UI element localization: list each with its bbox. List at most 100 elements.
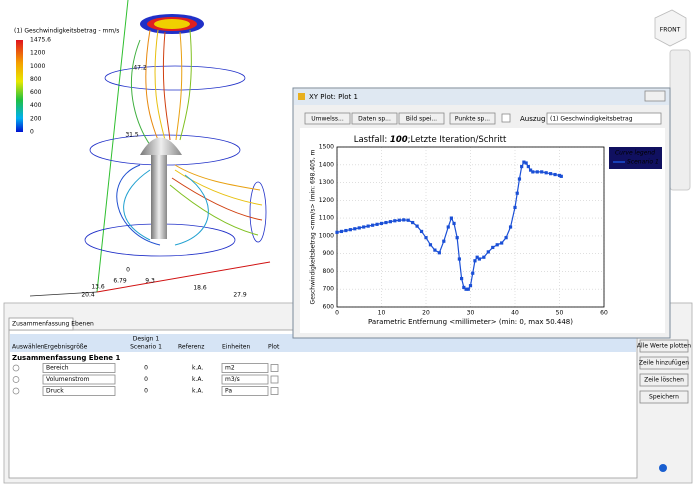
point bbox=[455, 236, 459, 240]
legend-box bbox=[609, 147, 662, 169]
axis-labels: 47.2 31.5 0 6.79 9.3 13.620.4 18.6 27.9 bbox=[81, 65, 247, 299]
legend-label: 0 bbox=[30, 129, 34, 136]
point bbox=[402, 218, 406, 222]
button-label[interactable]: Zeile hinzufügen bbox=[639, 360, 689, 367]
x-tick-label: 60 bbox=[600, 310, 608, 317]
legend-label: 1000 bbox=[30, 63, 45, 70]
legend-labels: 1475.6 1200 1000 800 600 400 200 0 bbox=[30, 37, 51, 136]
point bbox=[553, 172, 557, 177]
tab[interactable] bbox=[8, 317, 74, 331]
x-tick-label: 50 bbox=[556, 310, 564, 317]
checkbox[interactable] bbox=[270, 364, 279, 372]
button-label[interactable]: Umwelss... bbox=[311, 116, 344, 123]
point bbox=[437, 251, 441, 255]
checkbox[interactable] bbox=[270, 375, 279, 384]
axis-label: 0 bbox=[126, 267, 130, 274]
header: Plot bbox=[268, 344, 280, 351]
row-unit[interactable]: m2 bbox=[225, 365, 235, 372]
select[interactable] bbox=[42, 363, 116, 373]
select[interactable] bbox=[221, 363, 269, 373]
row-label[interactable]: Volumenstrom bbox=[46, 376, 90, 383]
tab-label[interactable]: Zusammenfassung Ebenen bbox=[12, 321, 94, 328]
close-button[interactable] bbox=[644, 90, 666, 102]
point bbox=[449, 216, 453, 220]
point bbox=[531, 170, 535, 174]
point bbox=[348, 228, 352, 232]
row-unit[interactable]: Pa bbox=[225, 388, 232, 395]
x-tick-label: 10 bbox=[378, 310, 386, 317]
point bbox=[559, 174, 563, 178]
point bbox=[524, 161, 528, 165]
point bbox=[520, 164, 524, 169]
chart-title-part: Lastfall: bbox=[354, 135, 390, 145]
button[interactable] bbox=[304, 112, 351, 125]
point bbox=[393, 219, 397, 223]
point bbox=[415, 224, 419, 228]
select[interactable] bbox=[42, 386, 116, 396]
select[interactable] bbox=[221, 374, 269, 385]
radio[interactable] bbox=[12, 364, 20, 372]
button-label[interactable]: Alle Werte plotten bbox=[637, 343, 691, 350]
button-label[interactable]: Punkte sp... bbox=[455, 116, 490, 123]
row-unit[interactable]: m3/s bbox=[225, 376, 240, 383]
point bbox=[473, 259, 477, 263]
row-value: 0 bbox=[144, 365, 148, 372]
point bbox=[362, 225, 366, 229]
button[interactable] bbox=[639, 390, 689, 404]
auszug-select[interactable] bbox=[546, 112, 662, 125]
point bbox=[446, 225, 450, 229]
point bbox=[457, 257, 461, 261]
button[interactable] bbox=[639, 373, 689, 387]
point bbox=[411, 220, 415, 225]
dialog-title: XY Plot: Plot 1 bbox=[309, 93, 358, 101]
point bbox=[406, 218, 410, 222]
y-tick-label: 600 bbox=[323, 304, 335, 311]
radio[interactable] bbox=[12, 387, 20, 395]
point bbox=[344, 228, 348, 233]
point bbox=[357, 226, 361, 230]
auszug-value[interactable]: (1) Geschwindigkeitsbetrag bbox=[550, 116, 633, 123]
axis-label: 20.4 bbox=[81, 292, 95, 299]
legend-title: (1) Geschwindigkeitsbetrag - mm/s bbox=[14, 28, 119, 35]
button[interactable] bbox=[639, 356, 689, 370]
y-tick-label: 800 bbox=[323, 268, 335, 275]
radio[interactable] bbox=[12, 376, 20, 383]
y-tick-label: 900 bbox=[323, 250, 335, 257]
y-tick-label: 1000 bbox=[319, 232, 334, 239]
point bbox=[486, 250, 490, 254]
help-icon[interactable] bbox=[659, 464, 667, 472]
point bbox=[466, 287, 470, 291]
point bbox=[508, 225, 513, 229]
checkbox[interactable] bbox=[270, 387, 279, 395]
point bbox=[526, 164, 530, 169]
button[interactable] bbox=[639, 339, 689, 353]
point bbox=[468, 284, 473, 288]
chart-title-part: ;Letzte Iteration/Schritt bbox=[408, 135, 507, 145]
row-label[interactable]: Druck bbox=[46, 388, 64, 395]
point bbox=[442, 239, 446, 243]
legend-label: 200 bbox=[30, 115, 42, 122]
button[interactable] bbox=[398, 112, 445, 125]
plot-frame bbox=[336, 146, 605, 308]
x-tick-label: 40 bbox=[511, 310, 519, 317]
button[interactable] bbox=[449, 112, 496, 125]
point bbox=[549, 172, 553, 176]
point bbox=[353, 227, 357, 231]
checkbox[interactable] bbox=[501, 113, 511, 123]
select[interactable] bbox=[42, 374, 116, 385]
button-label[interactable]: Daten sp... bbox=[358, 116, 391, 123]
axis-label: 47.2 bbox=[133, 65, 147, 72]
point bbox=[379, 221, 384, 226]
button-label[interactable]: Speichern bbox=[649, 394, 679, 401]
button[interactable] bbox=[351, 112, 398, 125]
header: Einheiten bbox=[222, 344, 250, 351]
point bbox=[339, 229, 344, 234]
chart-title: Lastfall: 100;Letzte Iteration/Schritt bbox=[354, 135, 507, 145]
button-label[interactable]: Bild spei... bbox=[406, 116, 437, 123]
view-cube-label[interactable]: FRONT bbox=[660, 27, 681, 34]
button-label[interactable]: Zeile löschen bbox=[644, 377, 684, 384]
y-tick-label: 700 bbox=[323, 286, 335, 293]
row-label[interactable]: Bereich bbox=[46, 365, 69, 372]
point bbox=[515, 191, 519, 195]
select[interactable] bbox=[221, 386, 269, 396]
